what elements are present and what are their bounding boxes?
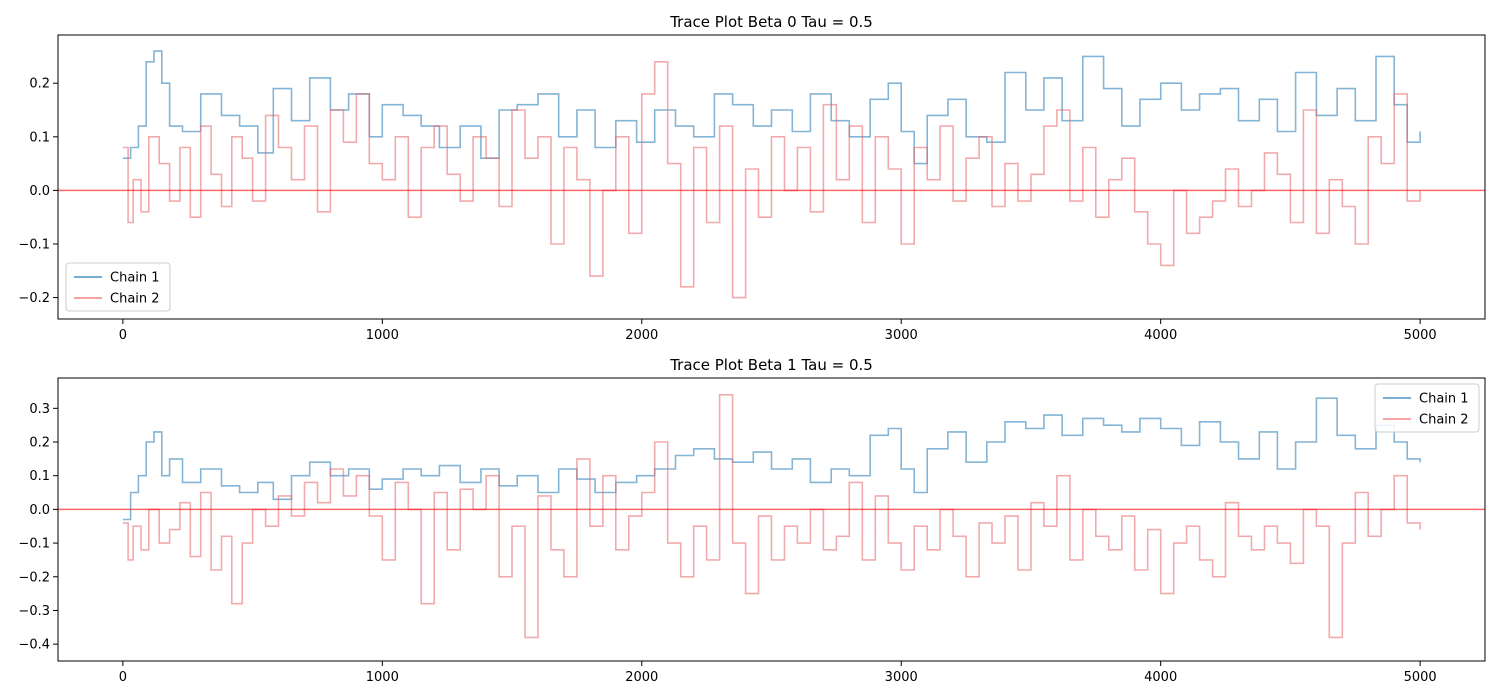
y-tick-label: −0.2 — [18, 570, 50, 585]
legend: Chain 1 Chain 2 — [65, 262, 171, 312]
x-tick-label: 2000 — [625, 670, 658, 685]
x-tick-label: 1000 — [366, 670, 399, 685]
y-tick-label: 0.0 — [29, 503, 50, 518]
x-tick-label: 5000 — [1404, 328, 1437, 343]
x-tick-label: 0 — [119, 328, 127, 343]
axes-frame — [57, 34, 1486, 320]
x-tick-label: 2000 — [625, 328, 658, 343]
x-tick-label: 0 — [119, 670, 127, 685]
x-tick-label: 4000 — [1144, 670, 1177, 685]
x-tick-label: 4000 — [1144, 328, 1177, 343]
legend: Chain 1 Chain 2 — [1374, 383, 1480, 433]
x-tick-label: 3000 — [885, 670, 918, 685]
legend-label-chain-1: Chain 1 — [110, 271, 160, 286]
y-tick-label: −0.4 — [18, 638, 50, 653]
axes-frame — [57, 377, 1486, 662]
x-tick-label: 1000 — [366, 328, 399, 343]
y-tick-label: 0.3 — [29, 402, 50, 417]
legend-label-chain-2: Chain 2 — [1419, 413, 1469, 428]
legend-label-chain-2: Chain 2 — [110, 292, 160, 307]
chart-title: Trace Plot Beta 0 Tau = 0.5 — [669, 13, 873, 31]
x-tick-label: 5000 — [1404, 670, 1437, 685]
y-tick-label: 0.2 — [29, 77, 50, 92]
plot-area — [122, 50, 1421, 299]
legend-label-chain-1: Chain 1 — [1419, 392, 1469, 407]
chart-title: Trace Plot Beta 1 Tau = 0.5 — [669, 356, 873, 374]
y-tick-label: 0.0 — [29, 184, 50, 199]
chart-panel-1: Trace Plot Beta 0 Tau = 0.5 0 1000 2000 3000… — [18, 13, 1486, 343]
series-line-chain-2 — [122, 394, 1421, 639]
y-tick-label: 0.2 — [29, 436, 50, 451]
y-tick-label: 0.1 — [29, 469, 50, 484]
y-tick-label: −0.3 — [18, 604, 50, 619]
series-line-chain-1 — [122, 50, 1421, 165]
series-line-chain-2 — [122, 61, 1421, 299]
y-tick-label: −0.2 — [18, 291, 50, 306]
chart-panel-2: Trace Plot Beta 1 Tau = 0.5 0 1000 2000 3000… — [18, 356, 1486, 685]
y-tick-label: 0.1 — [29, 130, 50, 145]
y-tick-label: −0.1 — [18, 537, 50, 552]
x-tick-label: 3000 — [885, 328, 918, 343]
y-tick-label: −0.1 — [18, 237, 50, 252]
plot-area — [122, 394, 1421, 639]
series-line-chain-1 — [122, 397, 1421, 521]
